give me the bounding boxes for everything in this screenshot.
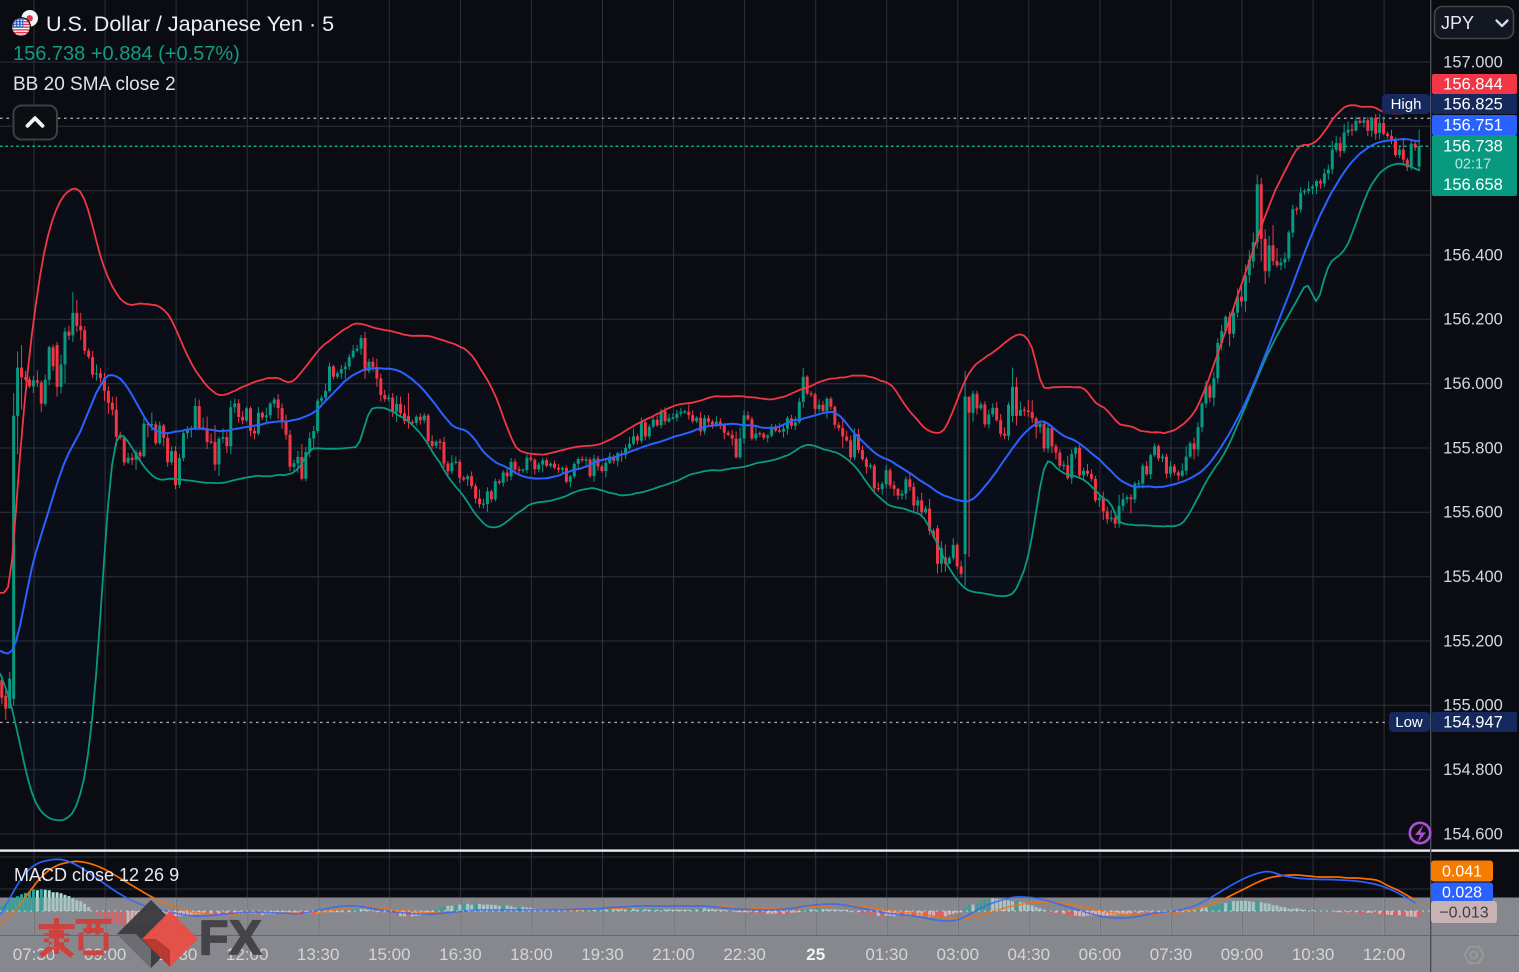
svg-text:15:00: 15:00 [368, 945, 411, 964]
svg-text:07:30: 07:30 [1150, 945, 1193, 964]
svg-text:−0.013: −0.013 [1439, 905, 1488, 922]
svg-text:154.800: 154.800 [1443, 761, 1503, 779]
svg-text:25: 25 [806, 945, 825, 964]
svg-text:156.844: 156.844 [1443, 75, 1503, 93]
svg-text:155.000: 155.000 [1443, 697, 1503, 715]
svg-text:22:30: 22:30 [723, 945, 766, 964]
svg-text:Low: Low [1395, 714, 1423, 731]
svg-text:155.600: 155.600 [1443, 504, 1503, 522]
svg-text:06:00: 06:00 [1079, 945, 1122, 964]
svg-text:13:30: 13:30 [297, 945, 340, 964]
svg-text:16:30: 16:30 [439, 945, 482, 964]
svg-text:155.400: 155.400 [1443, 568, 1503, 586]
svg-text:High: High [1391, 96, 1422, 113]
svg-text:02:17: 02:17 [1455, 157, 1491, 173]
svg-text:12:00: 12:00 [1363, 945, 1406, 964]
svg-text:154.947: 154.947 [1443, 713, 1503, 731]
svg-text:0.041: 0.041 [1442, 864, 1482, 881]
svg-text:154.600: 154.600 [1443, 825, 1503, 843]
svg-text:U.S. Dollar / Japanese Yen · 5: U.S. Dollar / Japanese Yen · 5 [46, 12, 334, 36]
svg-text:156.751: 156.751 [1443, 116, 1503, 134]
svg-text:MACD close 12 26 9: MACD close 12 26 9 [14, 865, 179, 885]
svg-text:0.028: 0.028 [1442, 885, 1482, 902]
svg-text:03:00: 03:00 [937, 945, 980, 964]
svg-text:18:00: 18:00 [510, 945, 553, 964]
svg-text:19:30: 19:30 [581, 945, 624, 964]
svg-text:156.738: 156.738 [1443, 138, 1503, 156]
svg-text:10:30: 10:30 [1292, 945, 1335, 964]
svg-text:156.738 +0.884 (+0.57%): 156.738 +0.884 (+0.57%) [13, 43, 240, 65]
svg-text:156.825: 156.825 [1443, 95, 1503, 113]
svg-text:09:00: 09:00 [84, 945, 127, 964]
svg-text:12:00: 12:00 [226, 945, 269, 964]
svg-text:156.400: 156.400 [1443, 246, 1503, 264]
svg-text:BB 20 SMA close 2: BB 20 SMA close 2 [13, 74, 176, 95]
svg-text:FX: FX [199, 912, 262, 965]
svg-text:21:00: 21:00 [652, 945, 695, 964]
svg-text:156.658: 156.658 [1443, 176, 1503, 194]
svg-text:155.200: 155.200 [1443, 632, 1503, 650]
svg-text:156.200: 156.200 [1443, 311, 1503, 329]
svg-text:01:30: 01:30 [865, 945, 908, 964]
svg-text:156.000: 156.000 [1443, 375, 1503, 393]
svg-text:157.000: 157.000 [1443, 53, 1503, 71]
svg-text:04:30: 04:30 [1008, 945, 1051, 964]
svg-text:JPY: JPY [1441, 13, 1474, 33]
svg-text:09:00: 09:00 [1221, 945, 1264, 964]
svg-text:155.800: 155.800 [1443, 439, 1503, 457]
